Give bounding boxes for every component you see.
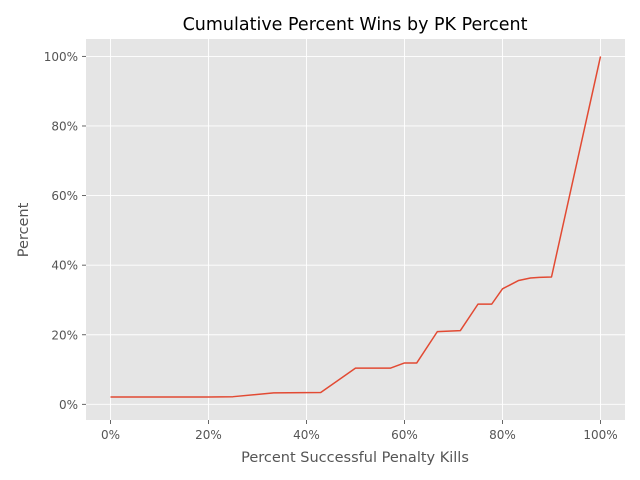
y-tick-label: 60% [51, 189, 78, 203]
x-tick-label: 80% [489, 428, 516, 442]
x-tick-label: 100% [583, 428, 617, 442]
y-axis: 0% 20% 40% 60% 80% 100% [44, 50, 86, 412]
y-tick-label: 100% [44, 50, 78, 64]
y-tick-label: 20% [51, 328, 78, 342]
plot-area [86, 39, 625, 420]
y-tick-label: 0% [59, 398, 78, 412]
series-layer [110, 56, 602, 398]
x-axis-label: Percent Successful Penalty Kills [241, 450, 469, 466]
x-axis: 0% 20% 40% 60% 80% 100% [101, 420, 618, 442]
y-axis-label: Percent [16, 202, 32, 257]
grid-lines [86, 39, 625, 420]
chart-title: Cumulative Percent Wins by PK Percent [183, 15, 528, 35]
x-tick-label: 40% [293, 428, 320, 442]
x-tick-label: 60% [391, 428, 418, 442]
x-tick-label: 20% [195, 428, 222, 442]
x-tick-label: 0% [101, 428, 120, 442]
y-tick-label: 80% [51, 119, 78, 133]
series-line [110, 56, 602, 398]
y-tick-label: 40% [51, 259, 78, 273]
